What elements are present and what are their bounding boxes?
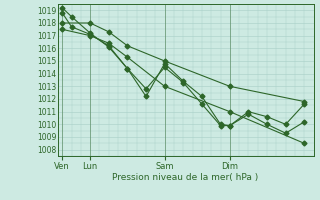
X-axis label: Pression niveau de la mer( hPa ): Pression niveau de la mer( hPa )	[112, 173, 259, 182]
